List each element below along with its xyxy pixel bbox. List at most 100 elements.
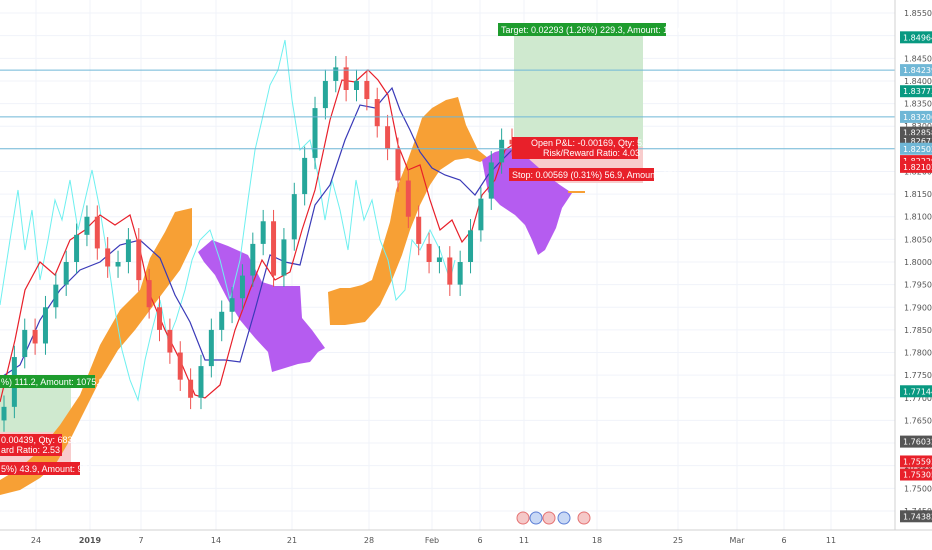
candle [333, 56, 339, 93]
candle [229, 286, 235, 324]
candle [364, 69, 370, 111]
x-tick-label: 6 [477, 536, 482, 545]
price-badge: 1.84964 [900, 31, 932, 44]
candle [32, 318, 38, 355]
candle [374, 87, 380, 138]
candle [405, 169, 411, 229]
candle [74, 223, 80, 274]
y-tick-label: 1.77000 [904, 394, 932, 403]
x-tick-label: Mar [729, 536, 745, 545]
flag-icon[interactable] [542, 511, 556, 525]
candle [457, 250, 463, 296]
svg-text:Risk/Reward Ratio: 4.03: Risk/Reward Ratio: 4.03 [543, 148, 640, 158]
candle [157, 295, 163, 342]
candle [1, 395, 7, 432]
horizontal-levels [0, 69, 895, 150]
y-tick-label: 1.84500 [904, 54, 932, 63]
candle [426, 232, 432, 274]
svg-text:1.77144: 1.77144 [903, 387, 932, 396]
candle [271, 209, 277, 287]
x-tick-label: 11 [826, 536, 836, 545]
price-badges: 1.84964 1.84239 1.83773 1.83206 1.828581.826… [900, 31, 932, 523]
svg-text:0.00439, Qty: 6833: 0.00439, Qty: 6833 [1, 435, 78, 445]
y-tick-label: 1.79500 [904, 281, 932, 290]
candle [250, 232, 256, 287]
candle [312, 96, 318, 170]
x-tick-label: 28 [364, 536, 374, 545]
candle [125, 228, 131, 274]
price-badge: 1.76032 [900, 435, 932, 448]
y-tick-label: 1.77500 [904, 371, 932, 380]
svg-text:Open P&L: -0.00169, Qty: 5272: Open P&L: -0.00169, Qty: 5272 [531, 138, 657, 148]
y-tick-label: 1.78500 [904, 326, 932, 335]
y-tick-label: 1.78000 [904, 349, 932, 358]
svg-text:1.83773: 1.83773 [903, 87, 932, 96]
svg-text:1.82502: 1.82502 [903, 145, 932, 154]
cloud-bear-1 [198, 240, 325, 372]
chikou-line [0, 39, 456, 402]
candle [302, 146, 308, 206]
candle [385, 114, 391, 161]
y-tick-label: 1.75000 [904, 484, 932, 493]
price-badge: 1.83206 [900, 110, 932, 123]
x-tick-label: 2019 [79, 536, 102, 545]
time-axis[interactable]: 24 2019 7 14 21 28 Feb 6 11 18 25 Mar 6 11 [31, 536, 836, 545]
y-tick-label: 1.76500 [904, 416, 932, 425]
candle [42, 295, 48, 355]
y-tick-label: 1.81000 [904, 213, 932, 222]
price-badge: 1.82102 [900, 160, 932, 173]
flag-icon[interactable] [577, 511, 591, 525]
candle [343, 56, 349, 102]
target-label: Target: 0.02293 (1.26%) 229.3, Amount: 1… [498, 23, 695, 36]
price-badge: 1.84239 [900, 64, 932, 77]
candle [115, 250, 121, 278]
svg-text:5%) 43.9, Amount: 970: 5%) 43.9, Amount: 970 [1, 464, 93, 474]
target-zone-left [0, 388, 71, 432]
candle [146, 268, 152, 319]
svg-text:1.83206: 1.83206 [903, 113, 932, 122]
candle [53, 273, 59, 319]
flag-icon[interactable] [516, 511, 530, 525]
candle [447, 246, 453, 296]
flag-icon[interactable] [557, 511, 571, 525]
candle [436, 246, 442, 274]
open-pl-label: Open P&L: -0.00169, Qty: 5272 Risk/Rewar… [512, 137, 657, 159]
cloud-bear-2 [482, 148, 572, 255]
candle [291, 182, 297, 251]
target-zone [514, 33, 643, 147]
candle [94, 205, 100, 260]
event-icons[interactable] [516, 511, 591, 525]
svg-text:%) 111.2, Amount: 1075.98: %) 111.2, Amount: 1075.98 [1, 377, 109, 387]
candle [478, 187, 484, 242]
svg-text:1.84964: 1.84964 [903, 33, 932, 42]
candle [353, 69, 359, 102]
candle [188, 368, 194, 410]
target-label-left: %) 111.2, Amount: 1075.98 [0, 375, 109, 388]
y-tick-label: 1.80500 [904, 235, 932, 244]
x-tick-label: Feb [425, 536, 439, 545]
y-tick-label: 1.81500 [904, 190, 932, 199]
candle [105, 237, 111, 278]
svg-text:1.76032: 1.76032 [903, 438, 932, 447]
candle [488, 151, 494, 210]
flag-icon[interactable] [529, 511, 543, 525]
candle [22, 318, 28, 369]
y-tick-label: 1.79000 [904, 303, 932, 312]
candle [322, 69, 328, 120]
candle [281, 228, 287, 287]
candle [63, 250, 69, 296]
candle [395, 137, 401, 192]
candle [499, 128, 505, 174]
svg-text:1.75593: 1.75593 [903, 457, 932, 466]
open-pl-label-left: 0.00439, Qty: 6833 ard Ratio: 2.53 [0, 434, 78, 456]
cloud-bull-1 [0, 208, 192, 495]
candle [260, 209, 266, 256]
candle [84, 205, 90, 247]
x-tick-label: 11 [519, 536, 529, 545]
grid [0, 0, 895, 530]
y-tick-label: 1.84000 [904, 77, 932, 86]
stop-label-left: 5%) 43.9, Amount: 970 [0, 462, 93, 475]
candle [177, 341, 183, 391]
